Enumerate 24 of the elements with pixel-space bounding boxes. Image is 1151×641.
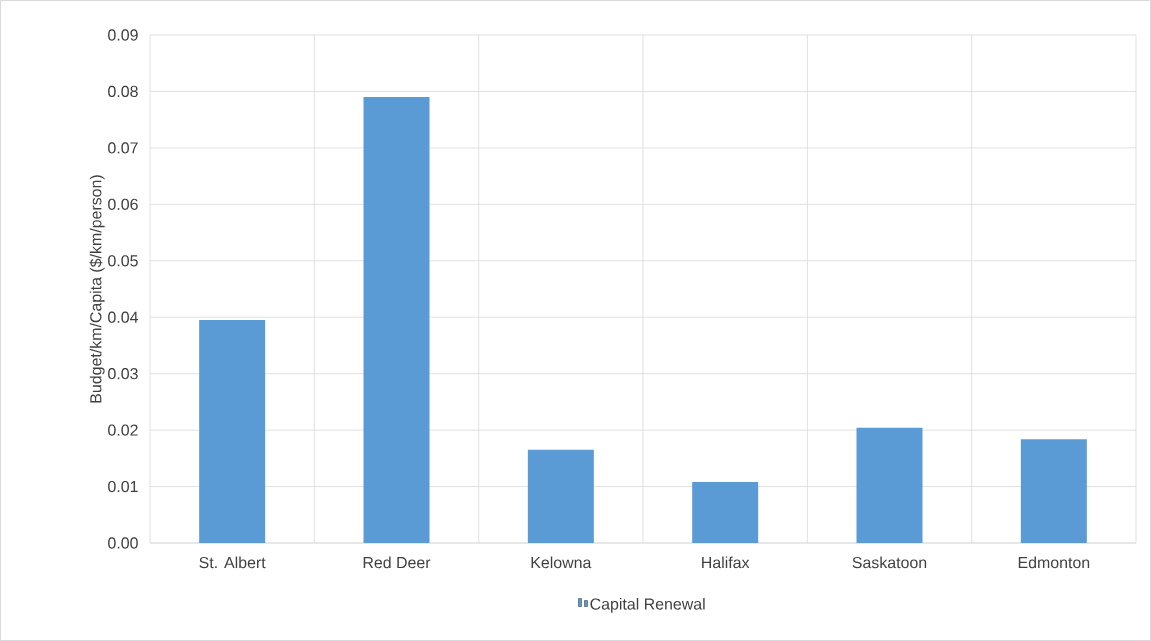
x-tick-label: Halifax [702,556,750,569]
y-tick-label: 0.07 [108,142,138,154]
x-tick-label: Red Deer [363,556,431,569]
y-tick-label: 0.08 [108,85,138,98]
x-tick-label: Kelowna [531,556,592,569]
y-tick-label: 0.00 [108,537,138,549]
x-tick-label: St. Albert [199,556,266,569]
x-tick-label: Saskatoon [852,556,927,569]
y-tick-label: 0.05 [108,255,138,267]
y-tick-label: 0.03 [108,368,138,380]
bar [527,449,594,543]
y-tick-label: 0.09 [108,29,138,41]
x-tick-label: Edmonton [1018,556,1090,569]
y-tick-label: 0.06 [108,198,138,210]
bar [856,427,923,543]
bar [1020,439,1087,543]
bar [363,97,430,543]
bar [199,320,266,543]
y-tick-label: 0.04 [108,311,138,323]
y-tick-label: 0.02 [108,424,138,436]
bar [692,482,759,543]
y-tick-label: 0.01 [108,480,138,493]
legend-label: Capital Renewal [590,597,705,613]
y-axis-title: Budget/km/Capita ($/km/person) [89,175,105,403]
